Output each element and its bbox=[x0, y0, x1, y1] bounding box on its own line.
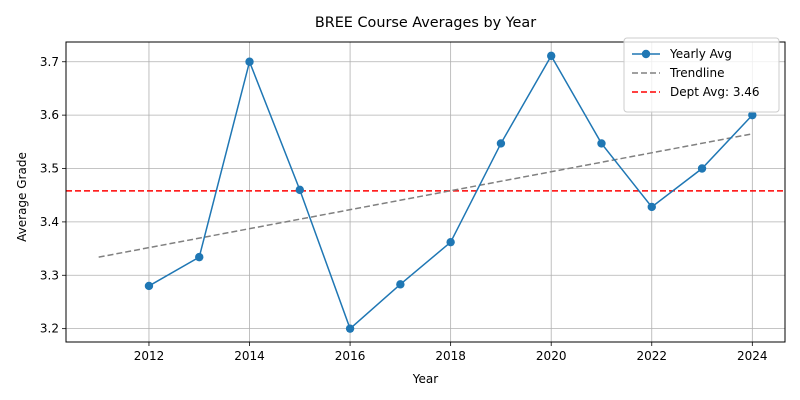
legend-swatch-marker bbox=[641, 49, 651, 59]
yearly-average-point bbox=[195, 252, 204, 262]
yearly-average-point bbox=[546, 51, 556, 61]
y-tick-label: 3.4 bbox=[40, 215, 59, 229]
yearly-average-point bbox=[496, 139, 506, 148]
plot-marks bbox=[66, 51, 785, 333]
legend: Yearly Avg Trendline Dept Avg: 3.46 bbox=[623, 37, 780, 113]
yearly-average-point bbox=[748, 110, 757, 120]
x-tick-label: 2014 bbox=[234, 349, 265, 363]
legend-label: Dept Avg: 3.46 bbox=[670, 85, 760, 99]
yearly-average-point bbox=[396, 280, 405, 289]
y-tick-label: 3.2 bbox=[40, 322, 59, 336]
y-axis-title: Average Grade bbox=[15, 152, 29, 242]
x-tick-label: 2024 bbox=[737, 349, 768, 363]
yearly-average-point bbox=[245, 57, 254, 66]
trendline bbox=[98, 133, 753, 258]
grid-lines bbox=[66, 42, 785, 342]
x-tick-label: 2012 bbox=[134, 349, 165, 363]
x-axis-title: Year bbox=[412, 372, 438, 386]
y-tick-label: 3.5 bbox=[40, 162, 59, 176]
yearly-average-point bbox=[597, 139, 606, 148]
chart-title: BREE Course Averages by Year bbox=[315, 15, 536, 31]
x-tick-label: 2018 bbox=[435, 349, 466, 363]
y-tick-label: 3.6 bbox=[40, 108, 59, 122]
plot-frame bbox=[65, 41, 786, 343]
x-tick-label: 2016 bbox=[335, 349, 366, 363]
legend-label: Trendline bbox=[669, 66, 725, 80]
y-tick-label: 3.7 bbox=[40, 55, 59, 69]
yearly-average-point bbox=[345, 324, 355, 333]
yearly-average-point bbox=[295, 185, 305, 195]
yearly-average-point bbox=[446, 237, 455, 247]
yearly-average-point bbox=[144, 281, 154, 291]
yearly-average-point bbox=[647, 202, 656, 212]
axis-ticks: 2012 2014 2016 2018 2020 2022 2024 3.2 3.3 3.4 3.5… bbox=[40, 55, 768, 363]
legend-label: Yearly Avg bbox=[669, 47, 732, 61]
y-tick-label: 3.3 bbox=[40, 268, 59, 282]
yearly-average-point bbox=[697, 164, 707, 173]
legend-box bbox=[623, 37, 780, 113]
x-tick-label: 2020 bbox=[536, 349, 567, 363]
x-tick-label: 2022 bbox=[636, 349, 667, 363]
